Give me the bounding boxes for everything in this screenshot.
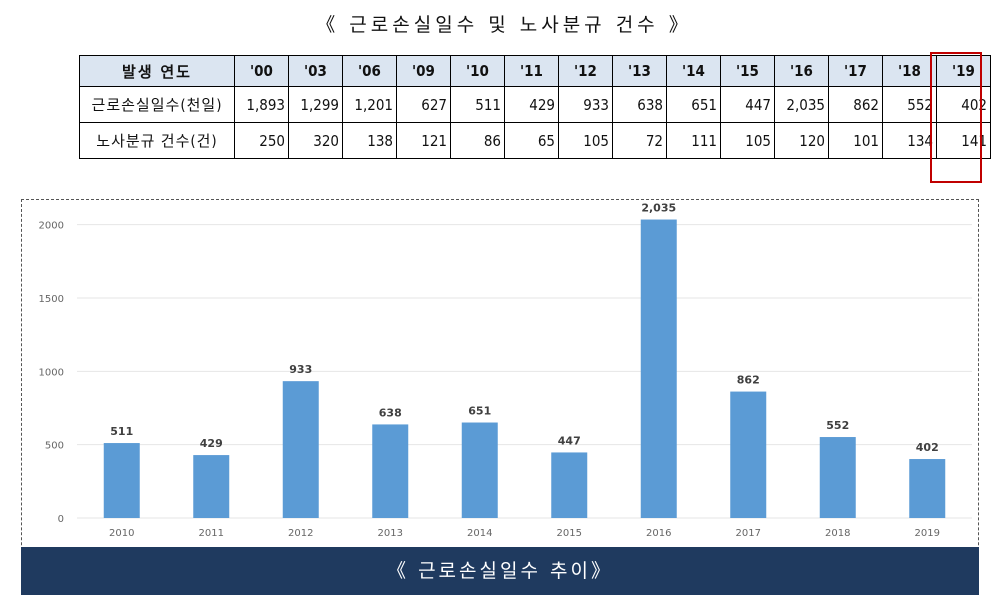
data-label: 447 [558, 434, 581, 447]
table-cell: 250 [234, 122, 289, 159]
table-cell: 120 [774, 122, 829, 159]
table-cell: 447 [720, 86, 775, 123]
year-header: '19 [936, 55, 991, 87]
y-tick-label: 1000 [39, 367, 64, 378]
table-cell: 105 [558, 122, 613, 159]
table-cell: 101 [828, 122, 883, 159]
stats-table: 발생 연도 '00'03'06'09'10'11'12'13'14'15'16 '… [79, 55, 991, 159]
data-label: 511 [110, 425, 133, 438]
row-label: 노사분규 건수(건) [79, 122, 235, 159]
bar [193, 455, 230, 518]
bar [819, 437, 856, 518]
x-tick-label: 2019 [915, 528, 940, 539]
table-cell: 552 [882, 86, 937, 123]
year-header: '13 [612, 55, 667, 87]
row-label: 근로손실일수(천일) [79, 86, 235, 123]
x-tick-label: 2016 [646, 528, 671, 539]
year-header: '06 [342, 55, 397, 87]
x-tick-label: 2013 [378, 528, 403, 539]
data-label: 2,035 [641, 202, 676, 215]
table-cell: 402 [936, 86, 991, 123]
year-header: '11 [504, 55, 559, 87]
table-cell: 105 [720, 122, 775, 159]
chart-frame: 0 500 1000 1500 2000 511 2010 429 2011 933 2012 638… [21, 199, 979, 595]
x-tick-label: 2010 [109, 528, 134, 539]
table-cell: 65 [504, 122, 559, 159]
table-cell: 1,299 [288, 86, 343, 123]
y-tick-label: 500 [45, 441, 64, 452]
x-tick-label: 2018 [825, 528, 850, 539]
y-tick-label: 0 [58, 514, 64, 525]
year-header: '10 [450, 55, 505, 87]
table-cell: 933 [558, 86, 613, 123]
bar [551, 452, 588, 518]
bar [103, 443, 140, 518]
year-header: '14 [666, 55, 721, 87]
data-label: 862 [737, 374, 760, 387]
table-cell: 651 [666, 86, 721, 123]
table-cell: 1,201 [342, 86, 397, 123]
x-tick-label: 2011 [199, 528, 224, 539]
table-cell: 320 [288, 122, 343, 159]
bar [282, 381, 319, 518]
bar [372, 424, 409, 518]
x-tick-label: 2014 [467, 528, 492, 539]
data-label: 638 [379, 406, 402, 419]
table-cell: 134 [882, 122, 937, 159]
bar [461, 422, 498, 518]
year-header: '09 [396, 55, 451, 87]
x-tick-label: 2015 [557, 528, 582, 539]
data-label: 552 [826, 419, 849, 432]
header-label: 발생 연도 [79, 55, 235, 87]
table-row: 근로손실일수(천일) 1,893 1,299 1,201 627 511 429 933 638… [79, 86, 991, 123]
data-label: 402 [916, 441, 939, 454]
x-tick-label: 2012 [288, 528, 313, 539]
chart-caption: 《 근로손실일수 추이》 [21, 547, 979, 595]
table-cell: 86 [450, 122, 505, 159]
table-cell: 138 [342, 122, 397, 159]
y-tick-label: 1500 [39, 294, 64, 305]
table-row: 노사분규 건수(건) 250 320 138 121 86 65 105 72 111 105 120… [79, 122, 991, 159]
table-cell: 141 [936, 122, 991, 159]
table-cell: 1,893 [234, 86, 289, 123]
x-tick-label: 2017 [736, 528, 761, 539]
table-cell: 72 [612, 122, 667, 159]
y-tick-label: 2000 [39, 221, 64, 232]
year-header: '16 [774, 55, 829, 87]
bar [640, 219, 677, 518]
year-header: '15 [720, 55, 775, 87]
year-header: '12 [558, 55, 613, 87]
year-header: '17 [828, 55, 883, 87]
table-cell: 2,035 [774, 86, 829, 123]
table-cell: 627 [396, 86, 451, 123]
table-cell: 862 [828, 86, 883, 123]
table-cell: 111 [666, 122, 721, 159]
data-label: 429 [200, 437, 223, 450]
table-header-row: 발생 연도 '00'03'06'09'10'11'12'13'14'15'16 '… [79, 55, 991, 87]
data-label: 933 [289, 363, 312, 376]
table-cell: 121 [396, 122, 451, 159]
table-cell: 429 [504, 86, 559, 123]
table-cell: 511 [450, 86, 505, 123]
table-cell: 638 [612, 86, 667, 123]
bar [909, 459, 946, 518]
year-header: '18 [882, 55, 937, 87]
year-header: '00 [234, 55, 289, 87]
bar [730, 391, 767, 518]
data-label: 651 [468, 405, 491, 418]
page-title: 《 근로손실일수 및 노사분규 건수 》 [316, 14, 692, 36]
bar-chart: 0 500 1000 1500 2000 511 2010 429 2011 933 2012 638… [39, 202, 972, 539]
year-header: '03 [288, 55, 343, 87]
